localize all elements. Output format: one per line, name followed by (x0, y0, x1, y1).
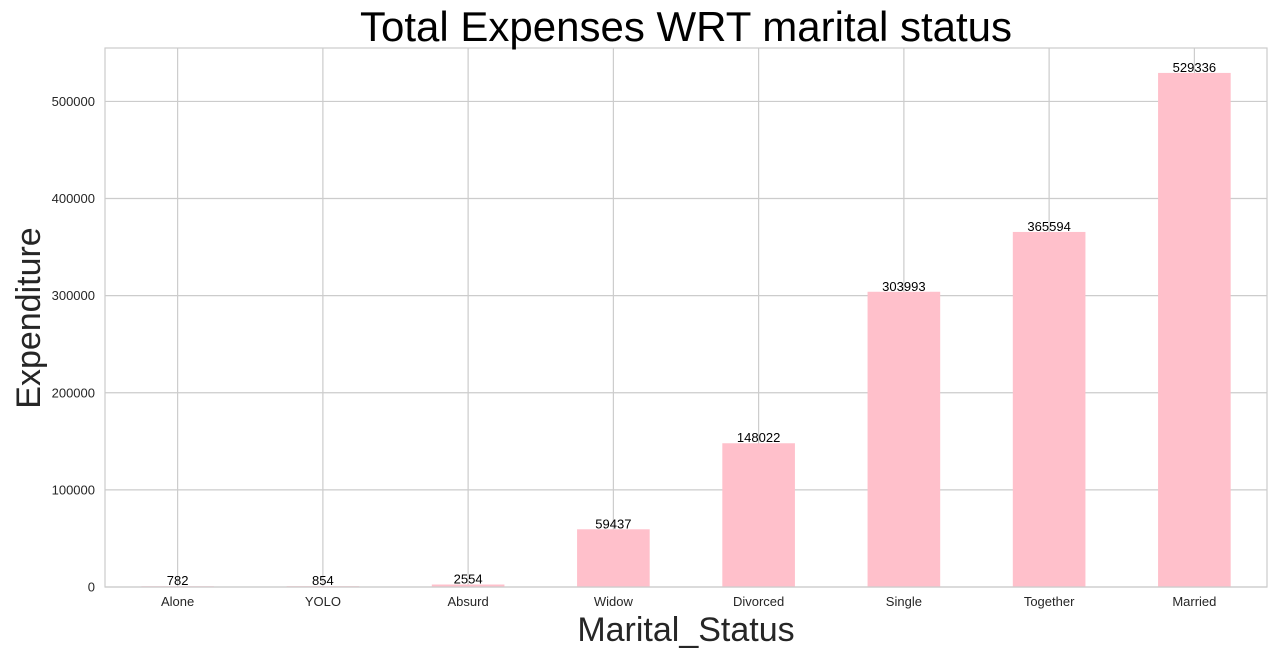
x-tick-label: Divorced (733, 594, 784, 609)
data-label: 148022 (737, 430, 780, 445)
y-tick-labels: 0 100000 200000 300000 400000 500000 (52, 94, 95, 595)
x-tick-label: YOLO (305, 594, 341, 609)
bar-married (1158, 72, 1231, 587)
bar-absurd (431, 584, 505, 587)
data-label: 782 (167, 573, 189, 588)
data-label: 365594 (1027, 219, 1070, 234)
y-tick-label: 100000 (52, 482, 95, 497)
bar-divorced (722, 443, 795, 587)
x-tick-label: Widow (594, 594, 634, 609)
y-axis-label: Expenditure (10, 227, 48, 408)
x-tick-label: Alone (161, 594, 194, 609)
data-label: 59437 (595, 516, 631, 531)
x-tick-label: Together (1024, 594, 1075, 609)
x-tick-label: Married (1172, 594, 1216, 609)
plot-frame (104, 47, 1268, 588)
data-labels: 782 854 2554 59437 148022 303993 365594 529336 (167, 60, 1216, 588)
bars (141, 72, 1231, 587)
grid-lines (105, 48, 1267, 588)
data-label: 303993 (882, 279, 925, 294)
bar-single (867, 291, 941, 587)
x-tick-label: Absurd (448, 594, 489, 609)
x-tick-label: Single (886, 594, 922, 609)
y-tick-label: 500000 (52, 94, 95, 109)
y-tick-label: 200000 (52, 385, 95, 400)
bar-widow (577, 529, 650, 587)
x-tick-labels: Alone YOLO Absurd Widow Divorced Single Togeth… (161, 594, 1216, 609)
y-tick-label: 0 (88, 580, 95, 595)
bar-together (1012, 231, 1086, 587)
y-tick-label: 300000 (52, 288, 95, 303)
x-axis-label: Marital_Status (577, 611, 794, 649)
data-label: 2554 (454, 572, 483, 587)
chart-title: Total Expenses WRT marital status (360, 3, 1012, 50)
data-label: 529336 (1173, 60, 1216, 75)
y-tick-label: 400000 (52, 191, 95, 206)
data-label: 854 (312, 573, 334, 588)
